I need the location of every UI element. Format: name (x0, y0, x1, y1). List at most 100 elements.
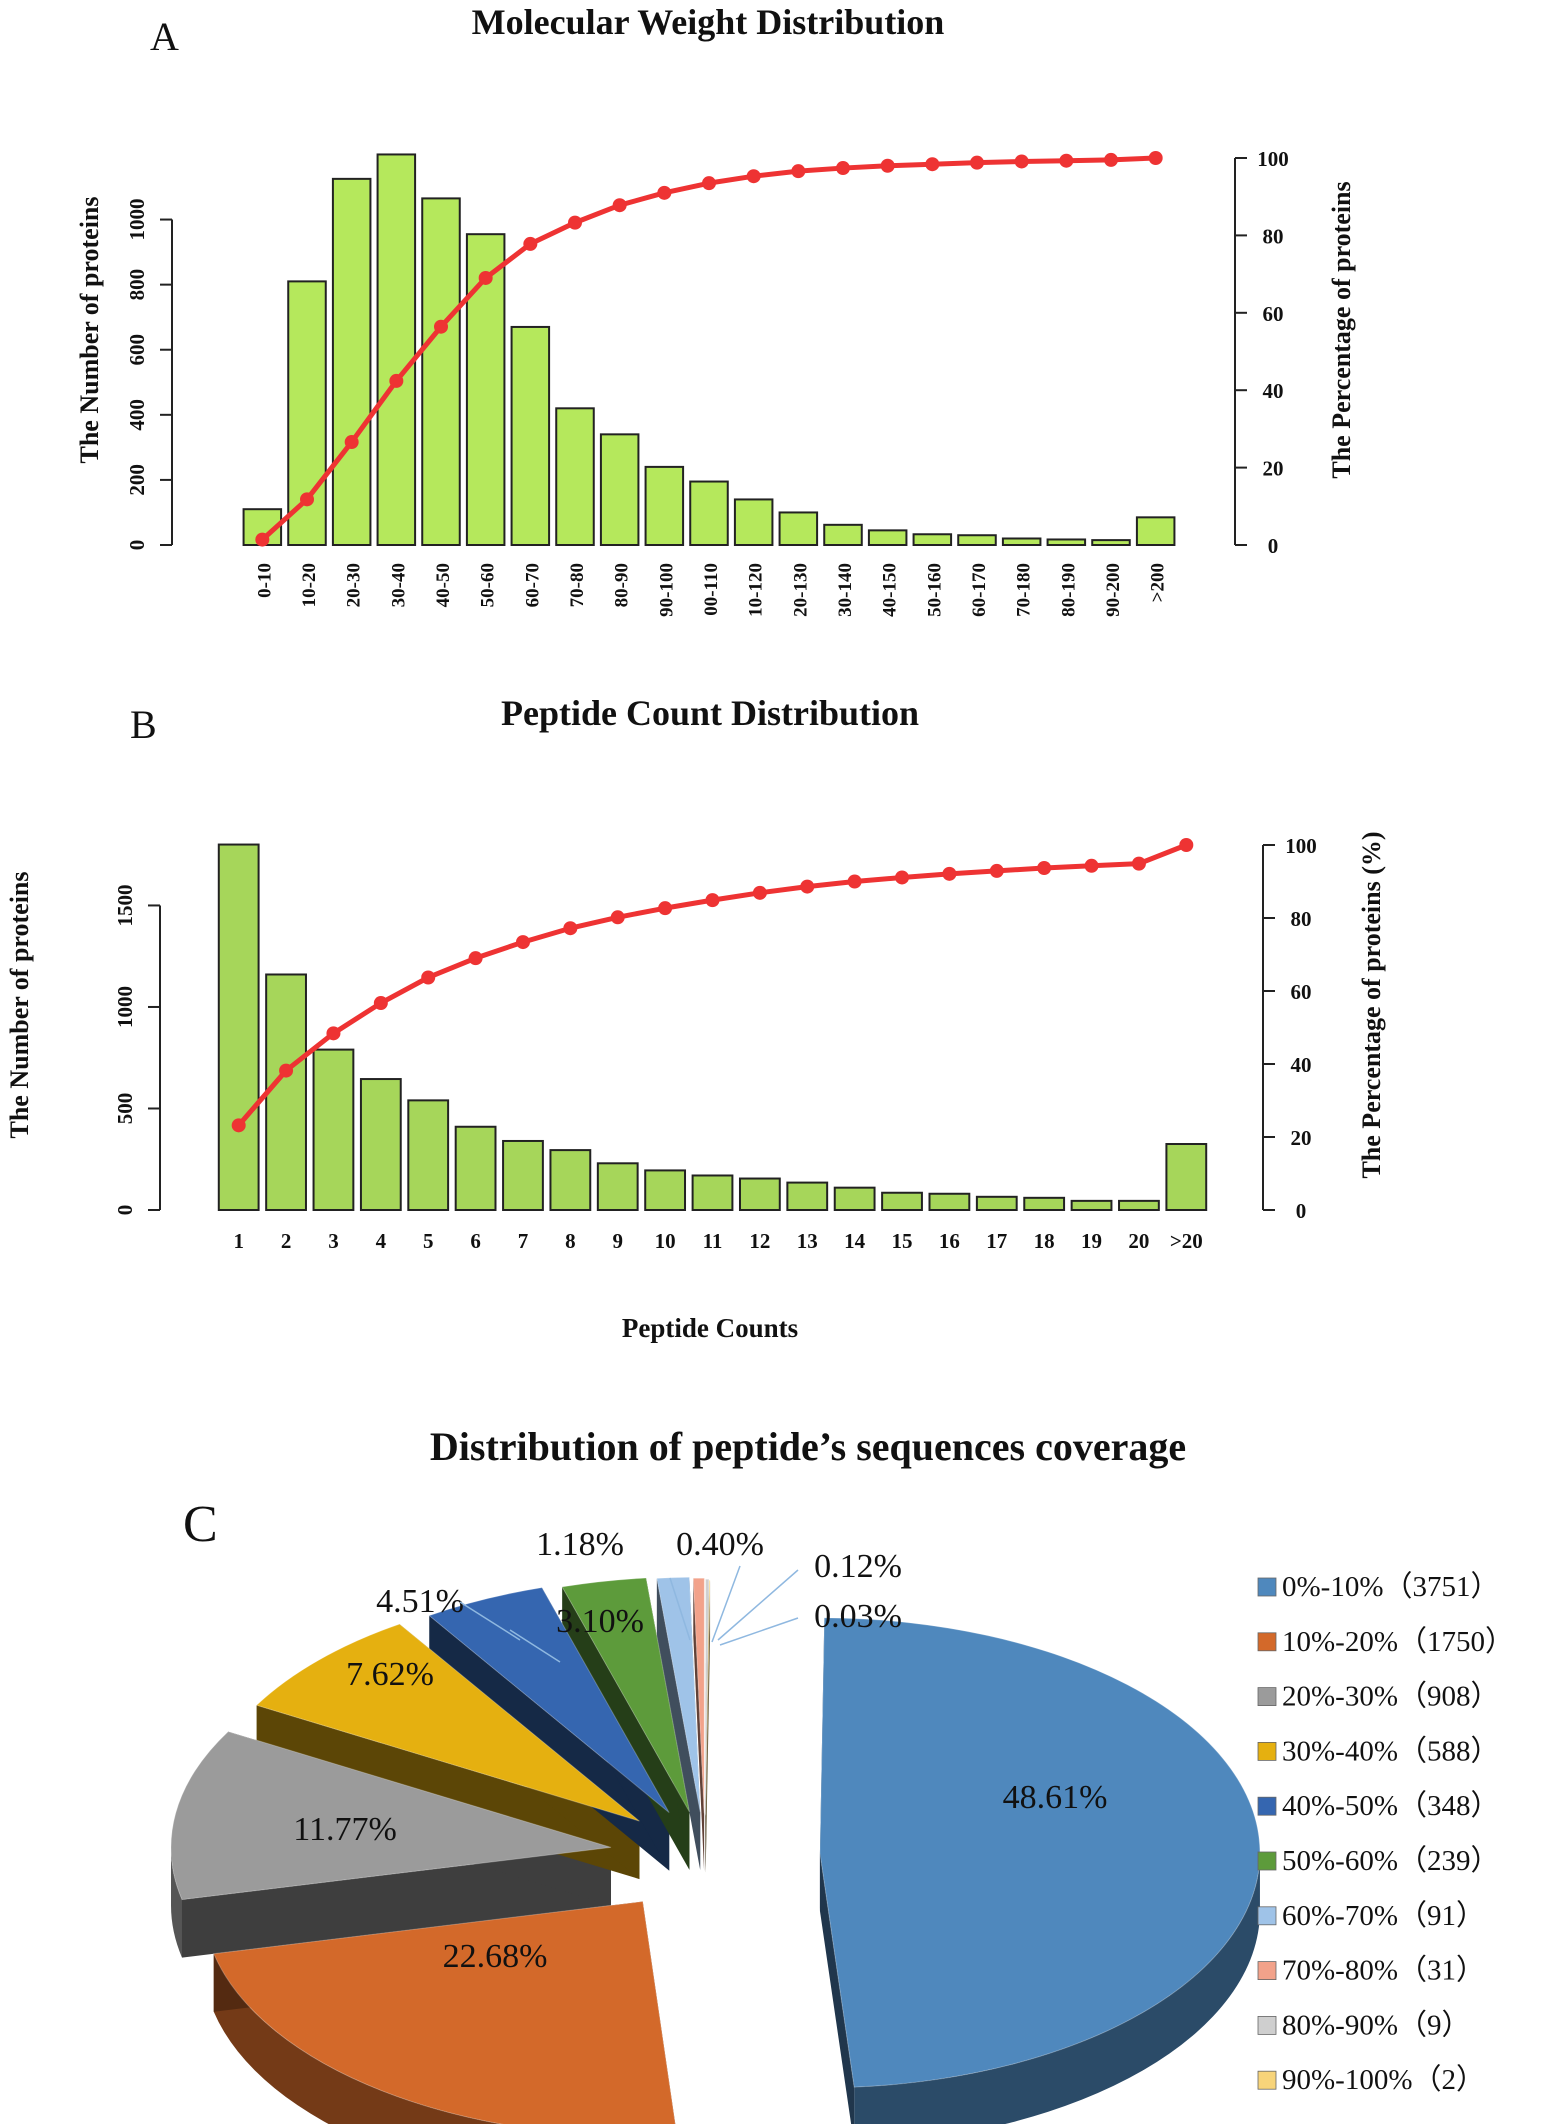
pie-slice-wall (819, 1852, 855, 2124)
right-axis-tick-label: 40 (1263, 379, 1284, 403)
x-tick-label: 30-140 (835, 563, 856, 617)
bar (881, 1191, 923, 1212)
pie-percent-label: 7.62% (346, 1656, 434, 1693)
legend-item-label: 90%-100%（2） (1282, 2064, 1485, 2096)
bar (912, 533, 953, 547)
x-tick-label: 13 (797, 1229, 818, 1253)
bar (691, 1174, 734, 1212)
cumulative-point (1131, 856, 1146, 871)
cumulative-point (1084, 858, 1099, 873)
cumulative-point (373, 996, 388, 1011)
pie-slice-side (171, 1847, 182, 1958)
panel-b-letter: B (130, 702, 157, 747)
x-tick-label: 70-80 (567, 563, 588, 607)
pie-percent-label: 0.12% (814, 1548, 902, 1585)
cumulative-point (791, 164, 806, 179)
legend-swatch (1257, 2070, 1277, 2090)
pie-percent-label: 4.51% (376, 1583, 464, 1620)
right-axis-tick-label: 80 (1263, 224, 1284, 248)
bar (510, 325, 551, 547)
right-axis-tick-label: 0 (1296, 1199, 1307, 1223)
cumulative-point (1037, 860, 1052, 875)
x-tick-label: 70-180 (1014, 563, 1035, 617)
x-tick-label: 90-100 (656, 563, 677, 617)
x-tick-label: 2 (281, 1229, 292, 1253)
x-tick-label: 9 (612, 1229, 623, 1253)
cumulative-point (836, 161, 850, 176)
legend-item-label: 0%-10%（3751） (1282, 1571, 1499, 1603)
x-tick-label: 50-60 (478, 563, 499, 607)
pie-slice (704, 1578, 710, 1815)
x-tick-label: 40-150 (880, 563, 901, 617)
right-axis-tick-label: 60 (1291, 980, 1312, 1004)
cumulative-point (568, 215, 582, 230)
bar (421, 197, 461, 547)
legend-swatch (1257, 1961, 1277, 1980)
x-tick-label: 80-90 (612, 563, 633, 607)
pie-percent-label: 48.61% (1003, 1779, 1108, 1816)
bar (465, 233, 506, 546)
legend-item-label: 10%-20%（1750） (1282, 1626, 1514, 1658)
pie-leader-line (509, 1629, 561, 1663)
cumulative-point (344, 435, 359, 450)
pie-leader-line (459, 1601, 521, 1641)
pie-slice-wall (705, 1580, 711, 1874)
panel-a-y-axis-label: The Number of proteins (75, 197, 104, 464)
legend-item-label: 80%-90%（9） (1282, 2009, 1470, 2041)
cumulative-point (800, 879, 815, 894)
bar (975, 1195, 1018, 1211)
right-axis-tick-label: 100 (1285, 834, 1317, 858)
left-axis-tick-label: 800 (125, 269, 149, 301)
right-axis-tick-label: 20 (1291, 1126, 1312, 1150)
bar (265, 973, 307, 1212)
pie-slice (255, 1623, 640, 1822)
bar (407, 1099, 450, 1212)
legend-swatch (1257, 1687, 1277, 1706)
left-axis-tick-label: 200 (125, 464, 149, 496)
legend-item-label: 60%-70%（91） (1282, 1900, 1485, 1932)
legend-item-label: 20%-30%（908） (1282, 1681, 1499, 1713)
pie-slice (692, 1577, 705, 1814)
bar (867, 529, 908, 547)
bar (599, 433, 640, 547)
pie-slice (170, 1731, 612, 1901)
cumulative-point (1014, 154, 1029, 169)
panel-b-x-axis-label: Peptide Counts (622, 1313, 798, 1343)
x-tick-label: 60-70 (522, 563, 543, 607)
pie-slice-wall (181, 1847, 612, 1958)
bar (689, 480, 729, 547)
x-tick-label: 30-40 (388, 563, 409, 607)
x-tick-label: 14 (844, 1229, 866, 1253)
bar (823, 523, 863, 547)
panel-a-title: Molecular Weight Distribution (472, 2, 945, 42)
pie-slice-side (213, 1953, 502, 2124)
left-axis-tick-label: 500 (113, 1093, 137, 1125)
cumulative-point (895, 870, 910, 885)
bar (217, 843, 260, 1212)
panel-c-letter: C (183, 1496, 218, 1553)
x-tick-label: 10-120 (746, 563, 767, 617)
cumulative-point (563, 921, 578, 936)
pie-leader-line (669, 1577, 691, 1641)
right-axis-tick-label: 60 (1263, 302, 1284, 326)
x-tick-label: 19 (1081, 1229, 1102, 1253)
panel-a-letter: A (150, 14, 179, 59)
legend-swatch (1257, 1851, 1277, 1871)
x-tick-label: 3 (328, 1229, 339, 1253)
pie-slice (561, 1577, 690, 1813)
bar (738, 1177, 781, 1211)
x-tick-label: 20-130 (790, 563, 811, 617)
x-tick-label: 0-10 (254, 563, 275, 598)
bar (644, 1169, 687, 1211)
cumulative-point (468, 951, 483, 966)
legend-swatch (1257, 1577, 1277, 1597)
bar (778, 511, 819, 546)
cumulative-point (657, 185, 672, 200)
bar (957, 534, 997, 547)
panel-b-y-axis-label: The Number of proteins (5, 872, 34, 1139)
x-tick-label: 1 (233, 1229, 244, 1253)
bar (596, 1162, 639, 1211)
bar (312, 1048, 355, 1212)
bar (359, 1078, 402, 1211)
